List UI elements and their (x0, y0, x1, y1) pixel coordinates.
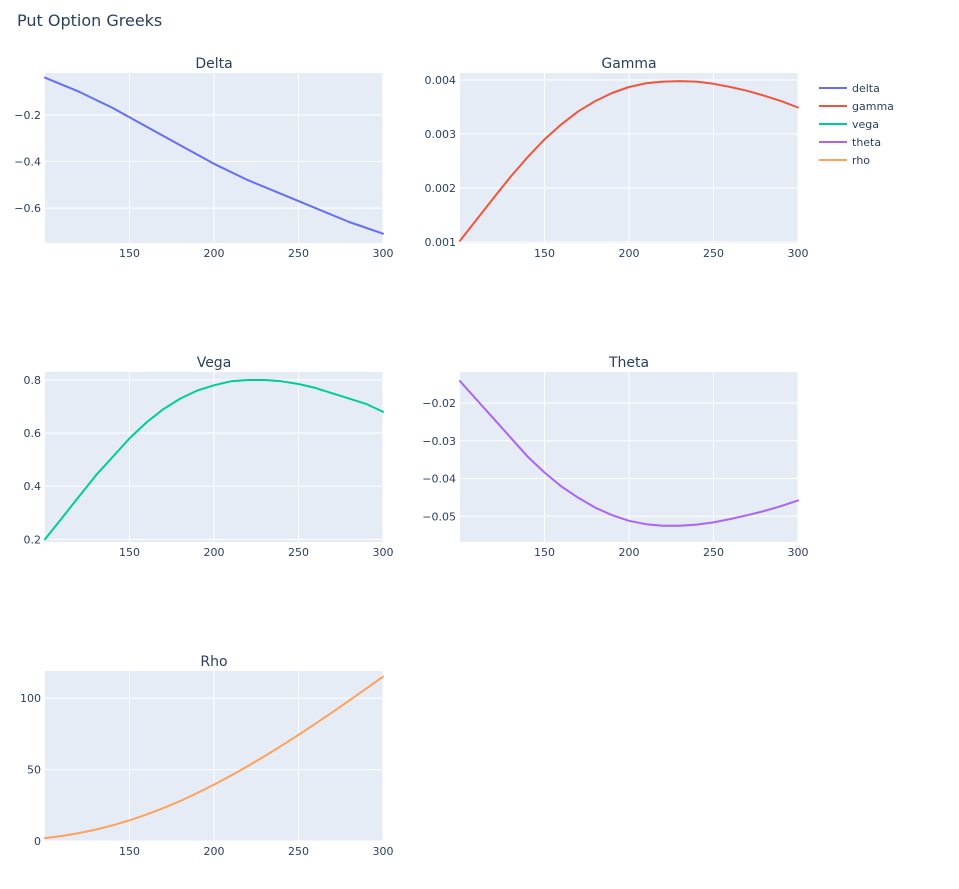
theta-y-tick-label: −0.04 (422, 473, 456, 486)
vega-subplot-title: Vega (197, 355, 232, 371)
delta-y-tick-label: −0.4 (14, 155, 41, 168)
vega-y-tick-label: 0.6 (24, 427, 42, 440)
delta-subplot-title: Delta (195, 56, 232, 72)
rho-x-tick-label: 200 (204, 845, 225, 858)
vega-x-tick-label: 200 (204, 546, 225, 559)
legend-item-delta[interactable]: delta (819, 82, 880, 95)
rho-x-tick-label: 250 (288, 845, 309, 858)
delta-y-tick-label: −0.6 (14, 202, 41, 215)
rho-y-tick-label: 0 (34, 835, 41, 848)
gamma-y-tick-label: 0.003 (425, 128, 457, 141)
theta-x-tick-label: 300 (788, 546, 809, 559)
vega-y-tick-label: 0.2 (24, 533, 42, 546)
rho-x-tick-label: 300 (373, 845, 394, 858)
vega-x-tick-label: 300 (373, 546, 394, 559)
legend-item-gamma[interactable]: gamma (819, 100, 894, 113)
legend-item-vega[interactable]: vega (819, 118, 879, 131)
delta-subplot: Delta 150 200 250 300 −0.2 −0.4 −0.6 (14, 56, 393, 260)
gamma-x-tick-label: 150 (534, 247, 555, 260)
rho-series-line (44, 675, 384, 840)
figure-title: Put Option Greeks (17, 11, 162, 30)
legend-label: theta (852, 136, 881, 149)
theta-subplot-title: Theta (608, 355, 649, 371)
legend-item-theta[interactable]: theta (819, 136, 881, 149)
gamma-y-tick-label: 0.002 (425, 182, 457, 195)
gamma-x-tick-label: 300 (788, 247, 809, 260)
gamma-y-tick-label: 0.004 (425, 74, 457, 87)
delta-x-tick-label: 300 (373, 247, 394, 260)
legend-label: gamma (852, 100, 894, 113)
gamma-x-tick-label: 250 (703, 247, 724, 260)
theta-x-tick-label: 150 (534, 546, 555, 559)
delta-y-tick-label: −0.2 (14, 109, 41, 122)
theta-x-tick-label: 250 (703, 546, 724, 559)
gamma-subplot: Gamma 150 200 250 300 0.001 0.002 0.003 0.004 (425, 56, 809, 260)
delta-x-tick-label: 200 (204, 247, 225, 260)
rho-y-tick-label: 50 (27, 764, 41, 777)
rho-subplot: Rho 150 200 250 300 0 50 100 (20, 654, 394, 858)
legend: delta gamma vega theta rho (819, 82, 894, 167)
gamma-x-tick-label: 200 (619, 247, 640, 260)
rho-subplot-title: Rho (200, 654, 227, 670)
theta-series-line (459, 380, 799, 527)
delta-x-tick-label: 150 (119, 247, 140, 260)
theta-subplot: Theta 150 200 250 300 −0.02 −0.03 −0.04 −0.05 (422, 355, 808, 559)
subplot-panels: Delta 150 200 250 300 −0.2 −0.4 −0.6 Gamma 150 200… (14, 56, 808, 858)
gamma-y-tick-label: 0.001 (425, 236, 457, 249)
rho-y-tick-label: 100 (20, 692, 41, 705)
gamma-subplot-title: Gamma (601, 56, 656, 72)
theta-y-tick-label: −0.05 (422, 510, 456, 523)
vega-x-tick-label: 250 (288, 546, 309, 559)
rho-x-tick-label: 150 (119, 845, 140, 858)
gamma-series-line (459, 80, 799, 242)
vega-y-tick-label: 0.8 (24, 374, 42, 387)
vega-subplot: Vega 150 200 250 300 0.2 0.4 0.6 0.8 (24, 355, 394, 559)
vega-y-tick-label: 0.4 (24, 480, 42, 493)
vega-series-line (44, 379, 384, 541)
vega-x-tick-label: 150 (119, 546, 140, 559)
delta-series-line (44, 76, 384, 235)
legend-label: rho (852, 154, 870, 167)
legend-label: vega (852, 118, 879, 131)
theta-y-tick-label: −0.02 (422, 397, 456, 410)
theta-y-tick-label: −0.03 (422, 435, 456, 448)
theta-x-tick-label: 200 (619, 546, 640, 559)
legend-label: delta (852, 82, 880, 95)
delta-x-tick-label: 250 (288, 247, 309, 260)
legend-item-rho[interactable]: rho (819, 154, 870, 167)
